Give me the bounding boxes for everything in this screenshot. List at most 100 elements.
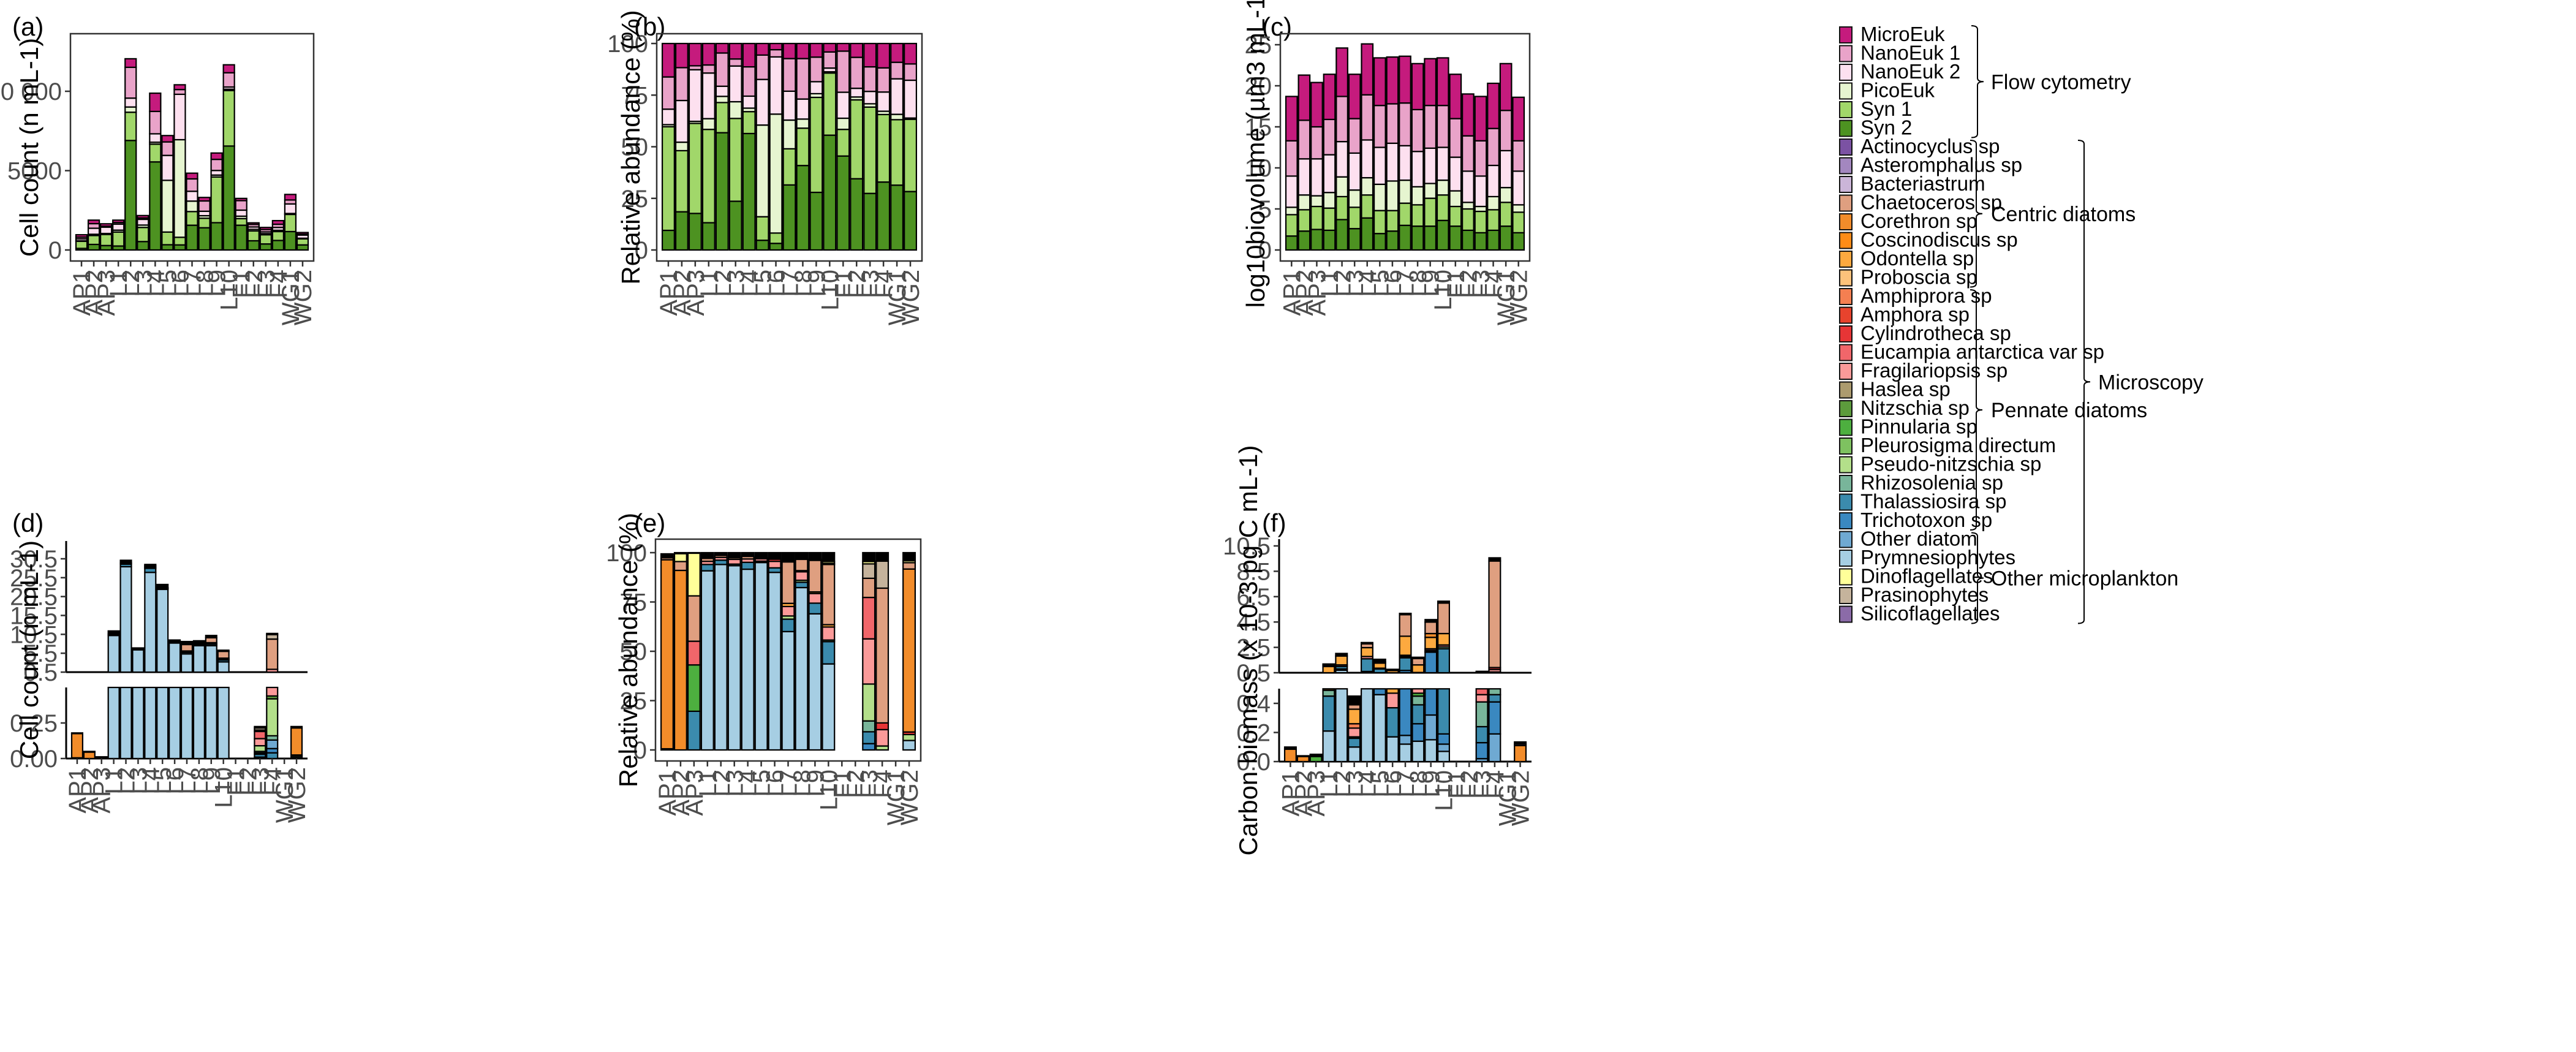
bar-L7-nanoeuk-2 [1399,145,1411,181]
bar-AP2-nanoeuk-1 [1297,119,1311,160]
legend-item: Amphora sp [1839,303,1970,326]
bar-L2-syn-1 [715,102,729,134]
bar-AP1-syn-1 [75,240,88,249]
bar-AP2-other-dark- [673,551,687,554]
bar-AP2-coscinodiscus-sp [1296,755,1310,763]
bar-L9-syn-1 [809,96,823,194]
bar-L1-nanoeuk-2 [112,223,125,231]
bar-L9-syn-2 [1424,225,1437,251]
bar-L6-prymnesiophytes [168,686,181,760]
bar-AP1-microeuk [75,234,88,238]
bar-AP2-nanoeuk-2 [674,99,689,143]
bar-L8-fragilariopsis-sp [795,571,809,581]
bar-L2-syn-2 [124,140,137,251]
group-label: Other microplankton [1991,567,2178,591]
x-tick-label: L5 [154,270,181,297]
bar-L10-syn-1 [1436,194,1449,221]
bar-L6-thalassiosira-sp [768,567,782,573]
legend-label: Syn 1 [1860,97,1912,120]
bar-L10-syn-1 [222,89,235,147]
bar-WG1-nanoeuk-2 [1499,149,1513,189]
bar-F1-nanoeuk-2 [836,91,850,119]
x-tick-label: WG1 [271,767,298,823]
bar-L1-nanoeuk-1 [701,64,716,74]
group-label: Centric diatoms [1991,203,2136,226]
bar-AP1-other-dark- [1283,746,1297,750]
bar-L5-nanoeuk-2 [755,78,769,126]
bar-WG1-syn-1 [1499,202,1513,227]
bar-L5-syn-2 [1373,233,1386,251]
bar-AP2-nanoeuk-2 [1297,158,1311,196]
bar-WG2-prymnesiophytes [902,740,916,751]
bar-L5-picoeuk [755,124,769,218]
bar-F3-thalassiosira-sp [1475,725,1489,744]
bar-F1-syn-2 [235,224,247,251]
bar-F2-microeuk [850,42,864,58]
bar-L4-nanoeuk-2 [742,95,756,109]
bar-AP3-syn-1 [100,233,113,246]
group-label: Flow cytometry [1991,70,2131,94]
x-tick-label: AP2 [669,270,696,316]
bar-L10-prymnesiophytes [822,663,836,751]
bar-F3-nanoeuk-2 [863,91,877,105]
bar-L5-microeuk [1373,57,1386,107]
panel-label: (e) [634,509,665,537]
bar-L4-odontella-sp [1360,646,1373,657]
bar-F2-nanoeuk-2 [1462,170,1475,203]
x-tick-label: F2 [842,770,869,798]
bar-F4-syn-2 [1487,229,1500,251]
bar-WG1-syn-2 [1499,225,1513,251]
bar-F3-syn-2 [259,243,272,251]
legend-swatch [1839,493,1853,511]
bar-AP2-picoeuk [674,141,689,152]
legend-swatch [1839,119,1853,137]
bar-L10-picoeuk [1436,180,1449,196]
x-tick-label: L9 [204,270,231,297]
bar-L6-odontella-sp [1386,688,1399,694]
bar-L1-rhizosolenia-sp [1322,689,1335,697]
bar-L6-nanoeuk-1 [769,49,783,58]
legend-label: Prasinophytes [1860,583,1989,606]
legend-item: Other diatom [1839,528,1977,550]
legend-item: Amphiprora sp [1839,284,1992,307]
bar-AP2-nanoeuk-1 [674,67,689,102]
legend-item: Asteromphalus sp [1839,154,2022,176]
legend-label: Pseudo-nitzschia sp [1860,453,2041,475]
bar-L6-nanoeuk-2 [769,56,783,115]
x-tick-label: L4 [735,770,762,797]
bar-L6-fragilariopsis-sp [768,561,782,569]
legend-item: Eucampia antarctica var sp [1839,341,2104,363]
bar-L2-prymnesiophytes [119,686,132,760]
y-tick-label: 50 [621,134,649,161]
bar-L9-syn-1 [1424,197,1437,227]
bar-F4-nanoeuk-2 [1487,164,1500,198]
bar-F3-nanoeuk-1 [863,66,877,93]
bar-L5-nanoeuk-2 [1373,146,1386,185]
bar-L2-nanoeuk-2 [715,85,729,97]
bar-L7-syn-2 [186,224,198,251]
bar-WG1-nanoeuk-1 [1499,110,1513,151]
x-tick-label: F2 [844,270,871,298]
brace [1970,289,1983,531]
panel-label: (f) [1262,509,1286,537]
legend-label: Thalassiosira sp [1860,490,2006,513]
y-tick-label: 5 [1258,196,1272,223]
legend-swatch [1839,344,1853,361]
legend-label: Bacteriastrum [1860,172,1985,195]
bar-F4-pseudo-nitzschia-sp [266,698,279,736]
bar-L7-prymnesiophytes [781,630,795,751]
x-tick-label: F1 [223,767,250,796]
y-tick-label: 15.5 [10,603,58,630]
bar-L9-chaetoceros-sp [1424,621,1438,635]
bar-WG2-chaetoceros-sp [902,562,916,570]
x-tick-label: F1 [229,270,255,298]
bar-WG2-other-dark- [1514,741,1527,745]
bar-L2-prymnesiophytes [119,566,132,673]
x-tick-label: WG2 [284,767,311,823]
bar-AP2-coscinodiscus-sp [83,751,96,760]
legend-swatch [1839,101,1853,118]
x-tick-label: L7 [777,270,804,297]
bar-L4-prymnesiophytes [144,572,157,673]
bar-L7-picoeuk [782,119,796,149]
bar-L5-nanoeuk-1 [161,141,174,156]
